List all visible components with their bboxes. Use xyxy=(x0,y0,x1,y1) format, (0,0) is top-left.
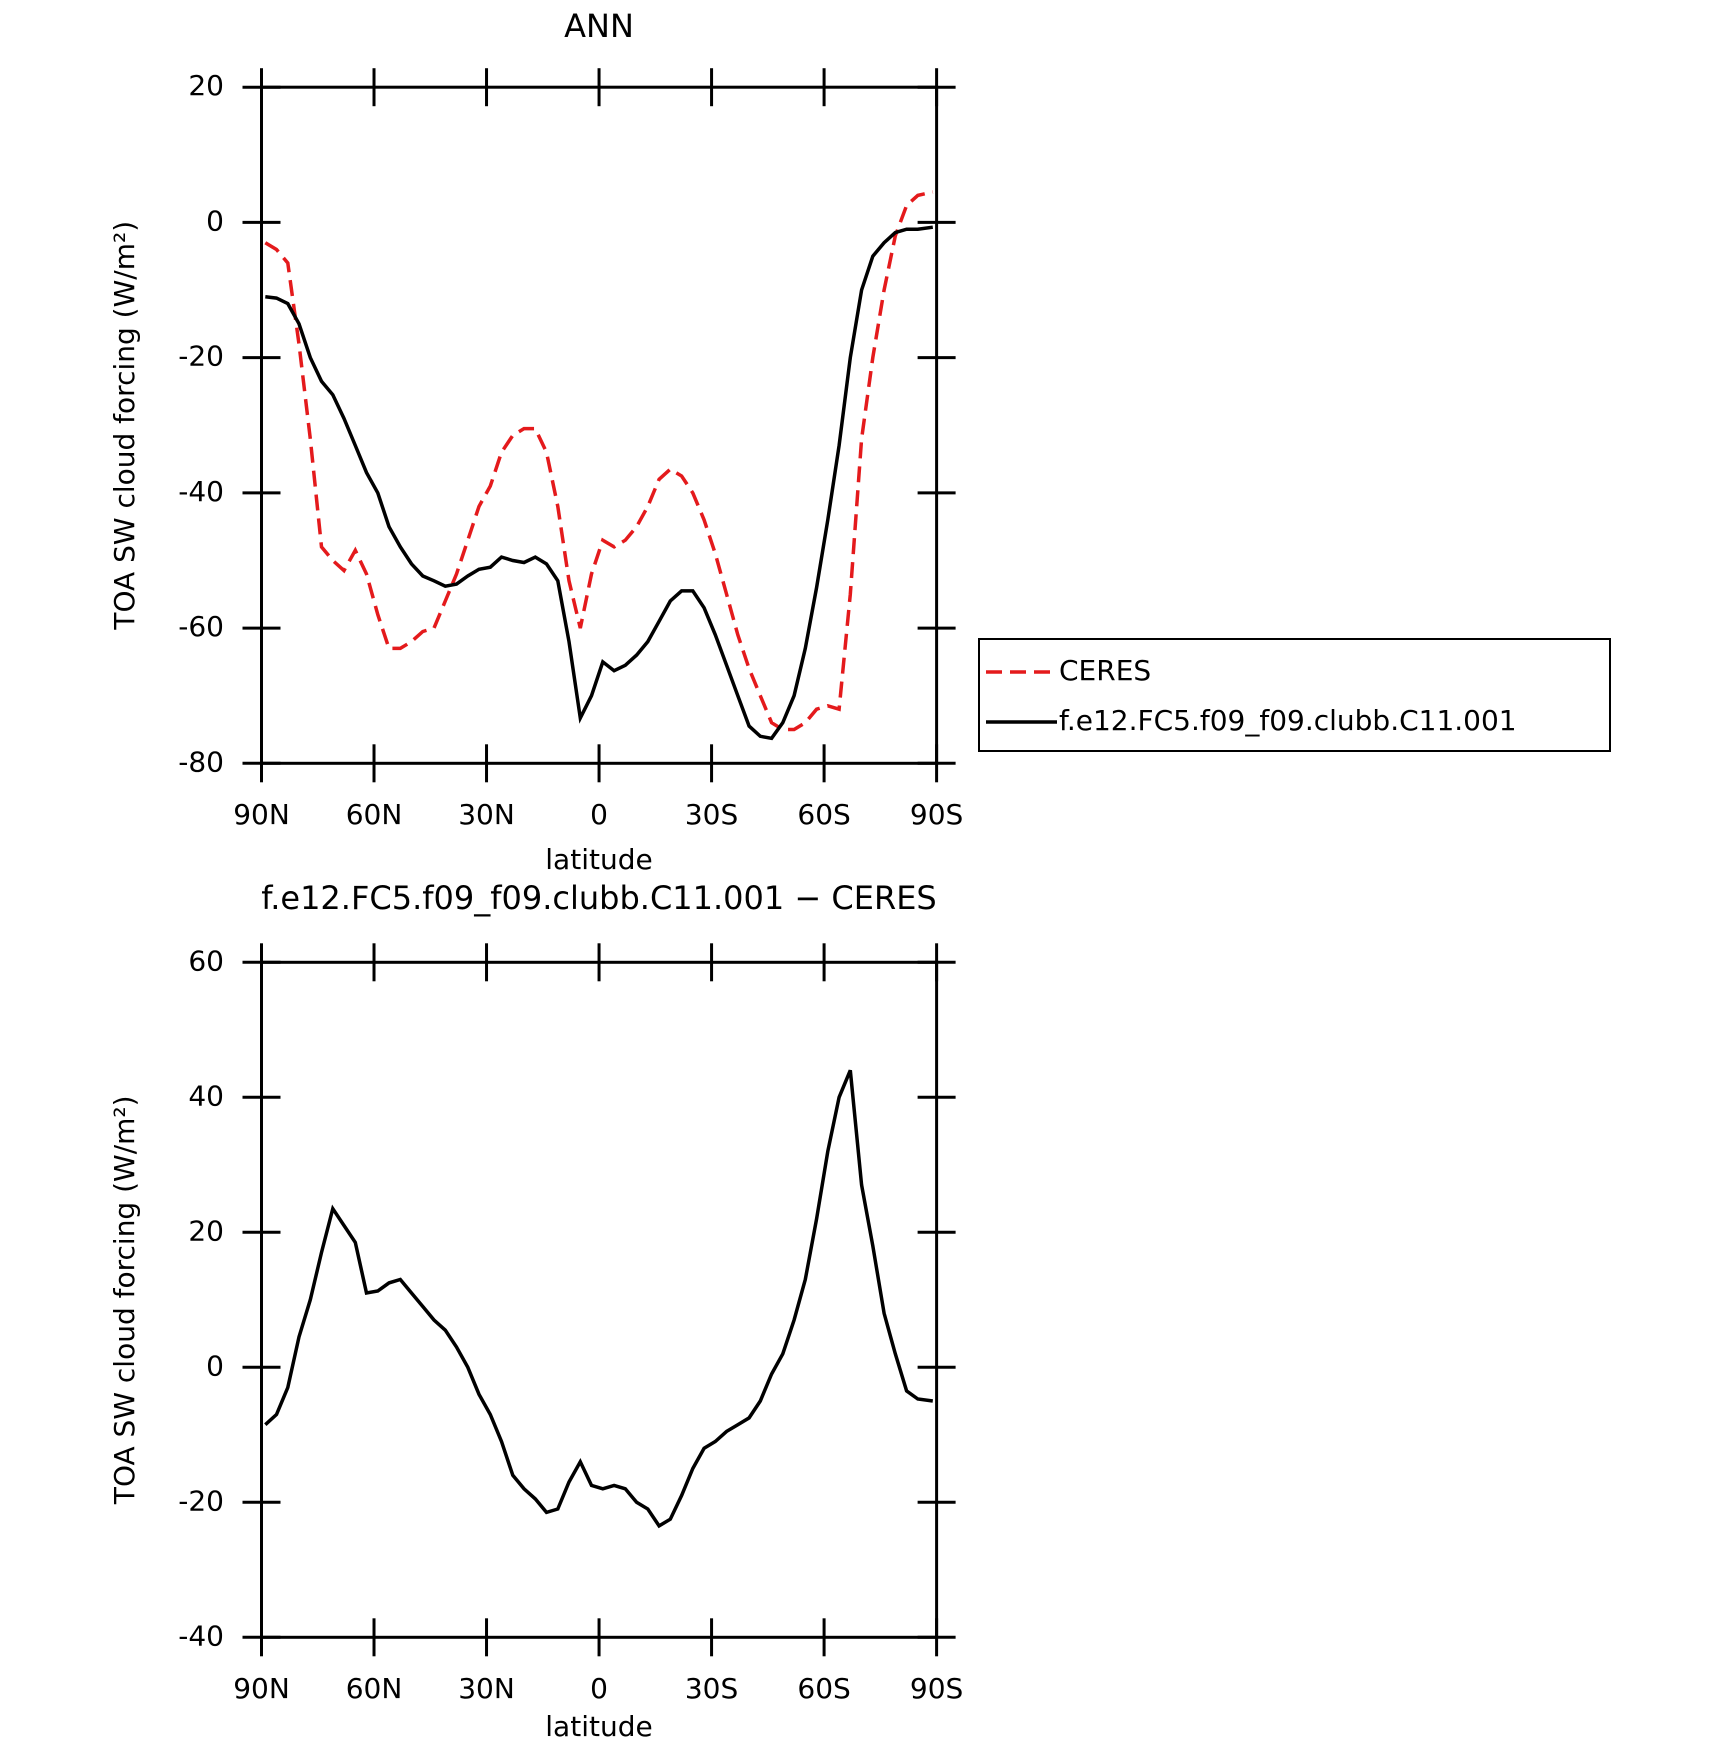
plot-frame xyxy=(260,85,939,765)
x-tick-label: 30S xyxy=(685,798,738,831)
data-line xyxy=(264,1069,934,1529)
x-tick-label: 60N xyxy=(346,798,403,831)
data-line xyxy=(264,190,934,732)
y-tick-label: 20 xyxy=(188,1214,224,1247)
x-axis-label: latitude xyxy=(545,843,652,876)
x-tick-label: 60N xyxy=(346,1672,403,1705)
x-tick-label: 0 xyxy=(590,798,608,831)
y-tick-label: -80 xyxy=(178,745,224,778)
y-axis-label: TOA SW cloud forcing (W/m²) xyxy=(108,221,141,631)
y-tick-label: 60 xyxy=(188,944,224,977)
x-tick-label: 30N xyxy=(458,798,515,831)
y-tick-label: 20 xyxy=(188,69,224,102)
legend-label: f.e12.FC5.f09_f09.clubb.C11.001 xyxy=(1059,704,1517,737)
y-tick-label: -40 xyxy=(178,1619,224,1652)
y-tick-label: -40 xyxy=(178,475,224,508)
chart-title: ANN xyxy=(564,7,634,45)
legend-box xyxy=(978,638,1611,752)
x-tick-label: 60S xyxy=(797,798,850,831)
y-tick-label: -20 xyxy=(178,1484,224,1517)
x-tick-label: 0 xyxy=(590,1672,608,1705)
data-line xyxy=(265,225,934,741)
x-tick-label: 30N xyxy=(458,1672,515,1705)
x-tick-label: 90S xyxy=(910,1672,963,1705)
y-axis-label: TOA SW cloud forcing (W/m²) xyxy=(108,1095,141,1505)
x-tick-label: 30S xyxy=(685,1672,738,1705)
x-tick-label: 60S xyxy=(797,1672,850,1705)
x-tick-label: 90N xyxy=(233,1672,290,1705)
y-tick-label: 40 xyxy=(188,1079,224,1112)
y-tick-label: 0 xyxy=(206,204,224,237)
x-tick-label: 90N xyxy=(233,798,290,831)
y-tick-label: -20 xyxy=(178,340,224,373)
legend-label: CERES xyxy=(1059,654,1151,687)
chart-title: f.e12.FC5.f09_f09.clubb.C11.001 − CERES xyxy=(261,879,936,917)
x-axis-label: latitude xyxy=(545,1710,652,1743)
x-tick-label: 90S xyxy=(910,798,963,831)
plot-frame xyxy=(260,960,939,1639)
y-tick-label: -60 xyxy=(178,610,224,643)
y-tick-label: 0 xyxy=(206,1349,224,1382)
